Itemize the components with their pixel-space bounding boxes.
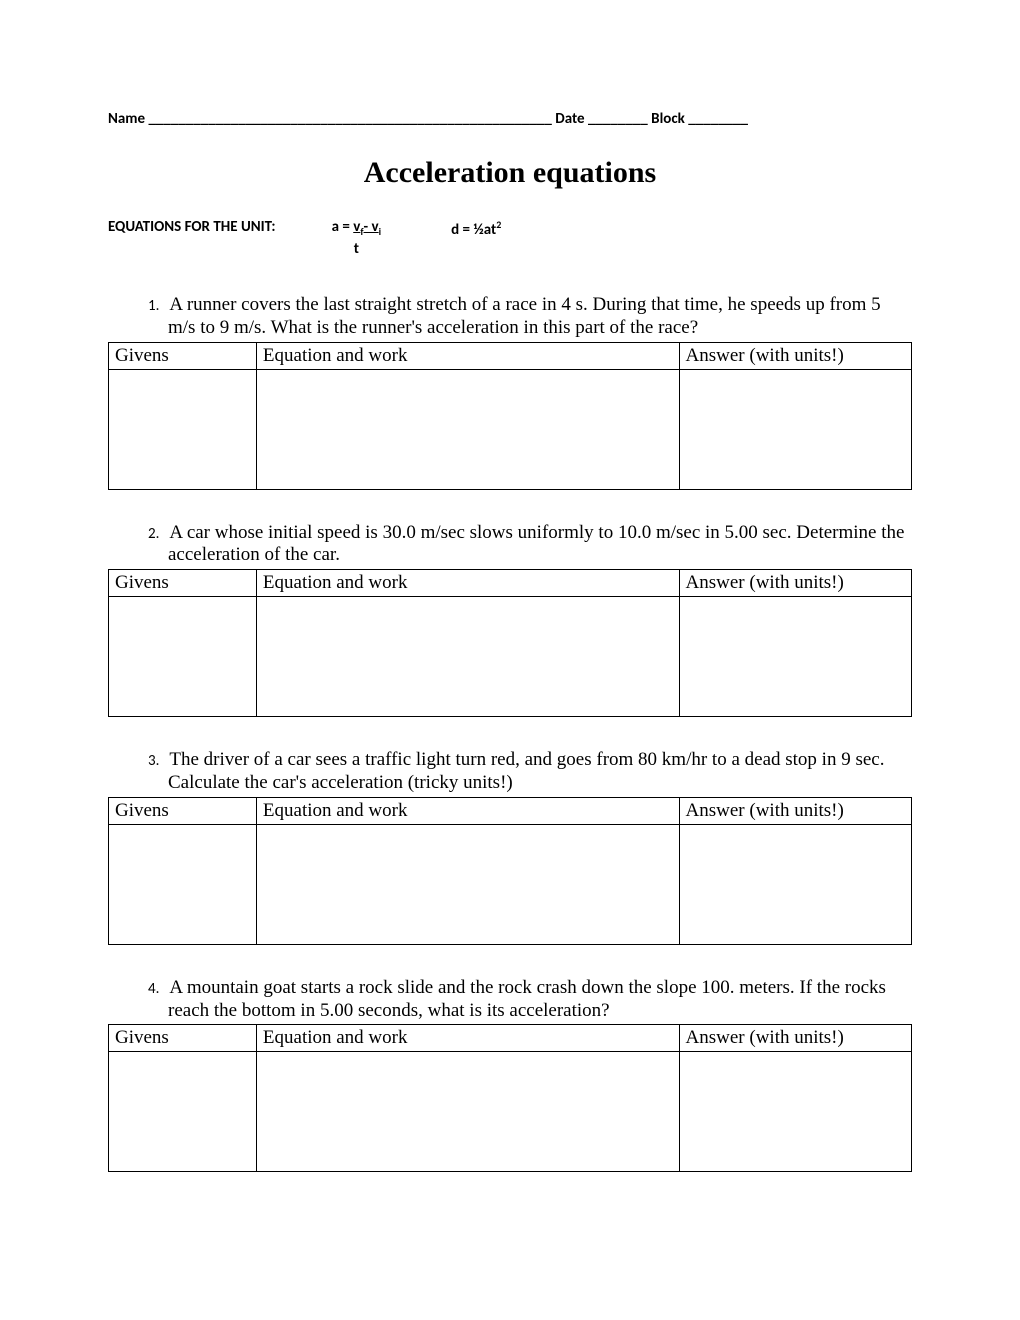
block-blank: ________ — [688, 110, 748, 128]
work-table: GivensEquation and workAnswer (with unit… — [108, 797, 912, 945]
eq1-vi-sub: i — [379, 225, 381, 238]
eq1-mid: - v — [364, 218, 379, 236]
work-table: GivensEquation and workAnswer (with unit… — [108, 1024, 912, 1172]
question-block-4: 4.A mountain goat starts a rock slide an… — [108, 977, 912, 1173]
col-header-work: Equation and work — [256, 570, 679, 597]
question-text: 2.A car whose initial speed is 30.0 m/se… — [108, 522, 912, 568]
question-text: 1.A runner covers the last straight stre… — [108, 294, 912, 340]
date-label: Date — [555, 110, 584, 128]
equations-label: EQUATIONS FOR THE UNIT: — [108, 218, 276, 236]
cell-givens — [109, 1052, 257, 1172]
date-blank: ________ — [588, 110, 648, 128]
col-header-answer: Answer (with units!) — [679, 570, 911, 597]
col-header-work: Equation and work — [256, 1025, 679, 1052]
col-header-givens: Givens — [109, 342, 257, 369]
question-text: 4.A mountain goat starts a rock slide an… — [108, 977, 912, 1023]
eq1-lhs: a = — [332, 218, 354, 236]
col-header-givens: Givens — [109, 797, 257, 824]
eq2-pre: d = ½at — [451, 221, 496, 239]
equation-2: d = ½at2 — [451, 218, 501, 239]
equation-1: a = vf- vi t — [332, 218, 382, 258]
question-text: 3.The driver of a car sees a traffic lig… — [108, 749, 912, 795]
cell-work — [256, 824, 679, 944]
eq2-sup: 2 — [496, 218, 501, 231]
cell-answer — [679, 597, 911, 717]
col-header-answer: Answer (with units!) — [679, 797, 911, 824]
work-table: GivensEquation and workAnswer (with unit… — [108, 342, 912, 490]
cell-answer — [679, 1052, 911, 1172]
cell-work — [256, 597, 679, 717]
name-blank: ________________________________________… — [148, 110, 551, 128]
question-block-2: 2.A car whose initial speed is 30.0 m/se… — [108, 522, 912, 718]
question-block-1: 1.A runner covers the last straight stre… — [108, 294, 912, 490]
col-header-answer: Answer (with units!) — [679, 1025, 911, 1052]
cell-answer — [679, 824, 911, 944]
name-label: Name — [108, 110, 145, 128]
question-block-3: 3.The driver of a car sees a traffic lig… — [108, 749, 912, 945]
question-number: 2. — [148, 525, 159, 543]
cell-work — [256, 369, 679, 489]
cell-givens — [109, 369, 257, 489]
eq1-denom: t — [332, 240, 382, 258]
cell-work — [256, 1052, 679, 1172]
question-number: 3. — [148, 752, 159, 770]
col-header-work: Equation and work — [256, 342, 679, 369]
col-header-answer: Answer (with units!) — [679, 342, 911, 369]
header-line: Name ___________________________________… — [108, 110, 912, 128]
page-title: Acceleration equations — [108, 156, 912, 190]
work-table: GivensEquation and workAnswer (with unit… — [108, 569, 912, 717]
col-header-givens: Givens — [109, 1025, 257, 1052]
cell-givens — [109, 824, 257, 944]
question-number: 4. — [148, 980, 159, 998]
col-header-givens: Givens — [109, 570, 257, 597]
equations-section: EQUATIONS FOR THE UNIT: a = vf- vi t d =… — [108, 218, 912, 258]
question-number: 1. — [148, 297, 159, 315]
block-label: Block — [651, 110, 685, 128]
cell-answer — [679, 369, 911, 489]
col-header-work: Equation and work — [256, 797, 679, 824]
cell-givens — [109, 597, 257, 717]
